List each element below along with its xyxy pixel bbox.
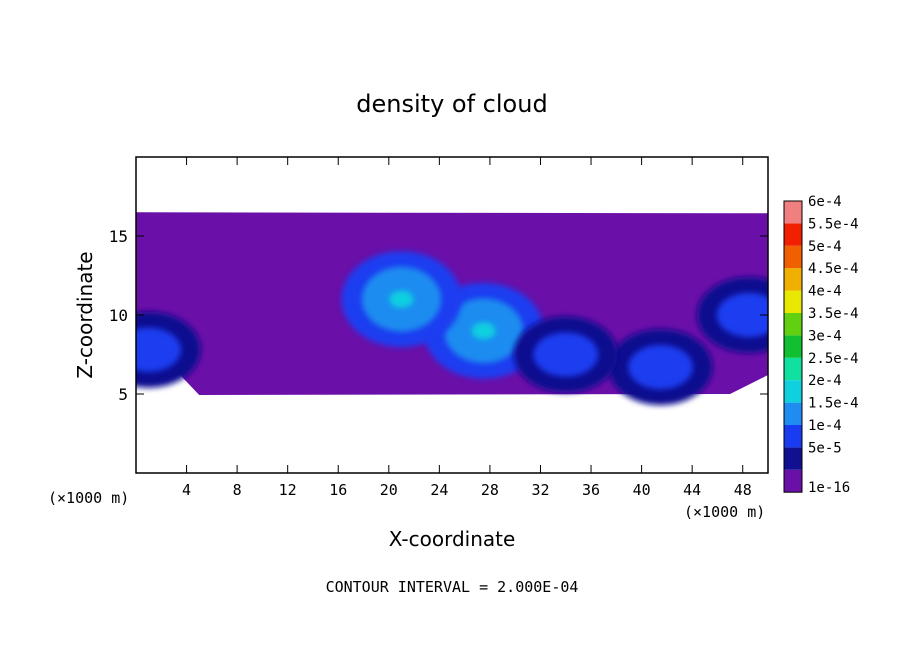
colorbar-label: 1e-16 [808,480,850,496]
contour-blob [716,292,768,338]
colorbar-swatch [784,223,802,246]
x-tick-label: 4 [182,481,191,499]
x-tick-label: 36 [582,481,600,499]
colorbar-label: 5e-5 [808,440,842,456]
y-axis: 5 10 15 [109,227,768,404]
colorbar-label: 5.5e-4 [808,216,859,232]
y-tick-label: 5 [118,385,128,404]
colorbar-label: 4.5e-4 [808,261,859,277]
x-unit-left: (×1000 m) [48,489,129,507]
chart-title: density of cloud [356,90,547,118]
colorbar-swatch [784,268,802,291]
colorbar-swatch [784,447,802,470]
colorbar-label: 3.5e-4 [808,306,859,322]
colorbar-label: 2.5e-4 [808,351,859,367]
colorbar-swatch [784,313,802,336]
plot-area [136,157,768,473]
colorbar-label: 2e-4 [808,373,842,389]
colorbar-frame [783,200,803,493]
colorbar-label: 3e-4 [808,328,842,344]
cloud-density-field [136,212,768,406]
colorbar-label: 4e-4 [808,284,842,300]
x-tick-label: 40 [633,481,651,499]
colorbar-label: 1e-4 [808,418,842,434]
colorbar-swatch [784,201,802,224]
contour-blob [389,290,414,308]
colorbar-swatch [784,380,802,403]
x-tick-label: 28 [481,481,499,499]
x-tick-label: 20 [380,481,398,499]
x-tick-label: 24 [430,481,448,499]
colorbar-swatch [784,469,802,493]
x-tick-label: 16 [329,481,347,499]
x-tick-label: 48 [734,481,752,499]
x-tick-label: 8 [233,481,242,499]
cloud-feature [136,311,201,388]
y-tick-label: 15 [109,227,128,246]
colorbar-swatch [784,290,802,313]
colorbar: 1e-16 5e-5 1e-4 1.5e-4 2e-4 2.5e-4 3e-4 3.5e-4 4… [783,194,859,496]
colorbar-swatch [784,357,802,381]
y-axis-label: Z-coordinate [73,251,97,378]
colorbar-label: 6e-4 [808,194,842,210]
contour-blob [533,332,599,377]
colorbar-swatch [784,425,802,448]
colorbar-label: 5e-4 [808,239,842,255]
cloud-feature [697,277,768,353]
x-tick-label: 44 [683,481,701,499]
colorbar-swatch [784,245,802,269]
cloud-feature [608,329,713,406]
x-tick-label: 12 [279,481,297,499]
x-axis-label: X-coordinate [389,527,516,551]
colorbar-label: 1.5e-4 [808,396,859,412]
colorbar-swatch [784,335,802,358]
y-tick-label: 10 [109,306,128,325]
contour-blob [628,345,693,390]
cloud-feature [513,316,618,393]
contour-blob [136,327,181,372]
x-axis: 4 8 12 16 20 24 28 32 36 40 44 48 [182,157,752,499]
x-unit-right: (×1000 m) [684,503,765,521]
x-tick-label: 32 [531,481,549,499]
cloud-feature [341,251,462,348]
contour-blob [471,322,496,340]
contour-interval-footer: CONTOUR INTERVAL = 2.000E-04 [326,578,579,596]
colorbar-swatch [784,402,802,425]
